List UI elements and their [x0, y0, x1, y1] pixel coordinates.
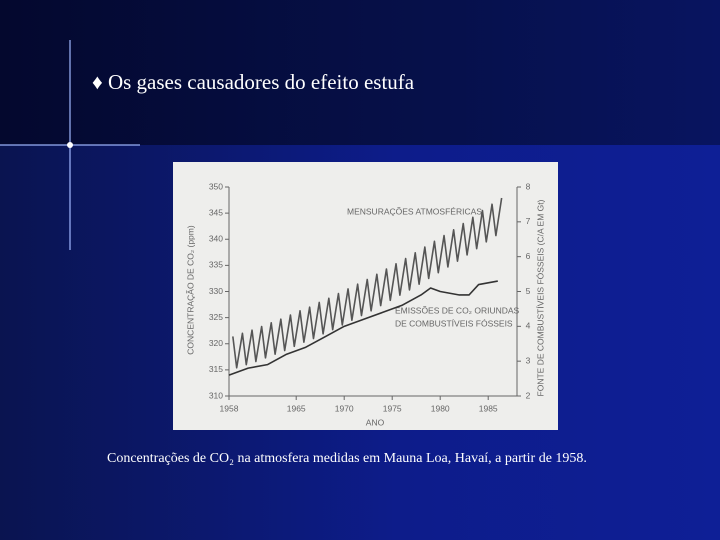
y-tick-label: 330 — [209, 286, 223, 296]
header-band — [0, 0, 720, 145]
slide-title: ♦ Os gases causadores do efeito estufa — [92, 70, 415, 94]
x-tick-label: 1985 — [479, 403, 498, 413]
y-tick-label: 310 — [209, 390, 223, 400]
y2-tick-label: 3 — [526, 355, 531, 365]
x-tick-label: 1965 — [287, 403, 306, 413]
y-tick-label: 320 — [209, 338, 223, 348]
annotation: MENSURAÇÕES ATMOSFÉRICAS — [347, 206, 482, 216]
x-tick-label: 1958 — [220, 403, 239, 413]
annotation: DE COMBUSTÍVEIS FÓSSEIS — [395, 318, 513, 328]
y2-axis-label: FONTE DE COMBUSTÍVEIS FÓSSEIS (C/A EM Gt… — [535, 199, 545, 396]
y-axis-label: CONCENTRAÇÃO DE CO₂ (ppm) — [185, 225, 195, 355]
y2-tick-label: 5 — [526, 286, 531, 296]
y2-tick-label: 8 — [526, 181, 531, 191]
y-tick-label: 350 — [209, 181, 223, 191]
y-tick-label: 335 — [209, 260, 223, 270]
x-tick-label: 1970 — [335, 403, 354, 413]
caption: Concentrações de CO₂ na atmosfera medida… — [107, 451, 587, 466]
y2-tick-label: 4 — [526, 321, 531, 331]
y-tick-label: 345 — [209, 207, 223, 217]
y2-tick-label: 2 — [526, 390, 531, 400]
annotation: EMISSÕES DE CO₂ ORIUNDAS — [395, 305, 520, 315]
series-line — [232, 197, 503, 369]
chart-background — [173, 162, 558, 430]
x-axis-label: ANO — [366, 417, 385, 427]
x-tick-label: 1975 — [383, 403, 402, 413]
y2-tick-label: 7 — [526, 216, 531, 226]
y-tick-label: 315 — [209, 364, 223, 374]
y-tick-label: 325 — [209, 312, 223, 322]
x-tick-label: 1980 — [431, 403, 450, 413]
y-tick-label: 340 — [209, 234, 223, 244]
y2-tick-label: 6 — [526, 251, 531, 261]
series-line — [228, 280, 498, 376]
